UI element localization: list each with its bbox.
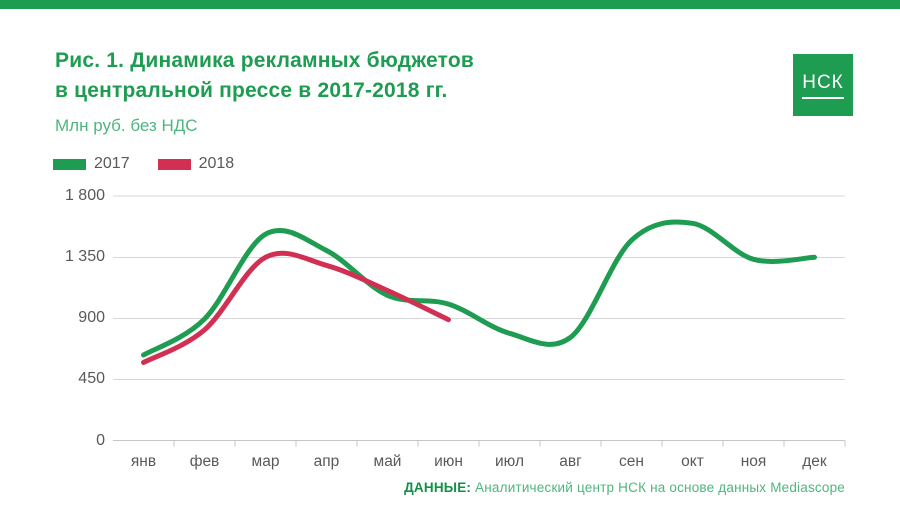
legend-swatch-2017 — [53, 158, 86, 170]
legend-swatch-2018 — [157, 158, 191, 170]
x-axis-label: сен — [619, 453, 644, 470]
y-axis-label: 1 800 — [64, 187, 105, 205]
series-line-2018 — [141, 250, 451, 365]
y-axis-label: 900 — [78, 309, 105, 327]
chart-units-subtitle: Млн руб. без НДС — [55, 116, 198, 135]
legend-label-2017: 2017 — [94, 155, 130, 172]
x-axis-label: авг — [559, 453, 582, 470]
page-title-line1: Рис. 1. Динамика рекламных бюджетов — [55, 49, 474, 72]
x-axis-label: май — [373, 453, 402, 470]
chart-legend: 2017 2018 — [53, 155, 262, 173]
y-axis-label: 0 — [96, 431, 105, 449]
data-source-label: ДАННЫЕ: — [404, 480, 472, 495]
nsk-logo: НСК — [793, 54, 853, 116]
x-axis-label: дек — [802, 453, 827, 470]
nsk-logo-text: НСК — [802, 72, 844, 99]
y-axis-label: 450 — [78, 370, 105, 388]
x-axis-label: июн — [434, 453, 463, 470]
page-title-line2: в центральной прессе в 2017-2018 гг. — [55, 79, 448, 102]
x-axis-label: июл — [495, 453, 524, 470]
top-accent-bar — [0, 0, 900, 9]
x-axis-label: апр — [313, 453, 340, 470]
legend-label-2018: 2018 — [198, 155, 235, 172]
page-title: Рис. 1. Динамика рекламных бюджетов в це… — [55, 46, 474, 106]
y-axis-label: 1 350 — [64, 248, 105, 266]
x-axis-label: мар — [251, 453, 280, 470]
x-axis-label: ноя — [740, 453, 767, 470]
data-source-text: Аналитический центр НСК на основе данных… — [471, 480, 845, 495]
series-line-2017 — [141, 219, 817, 358]
x-axis-label: фев — [189, 453, 220, 470]
x-axis-label: янв — [130, 453, 157, 470]
data-source: ДАННЫЕ: Аналитический центр НСК на основ… — [404, 480, 845, 495]
x-axis-label: окт — [681, 453, 704, 470]
